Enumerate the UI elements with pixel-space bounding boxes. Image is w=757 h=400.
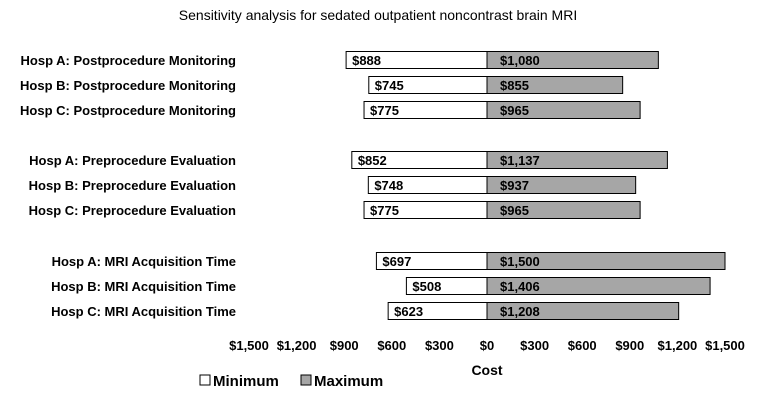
x-axis-label: Cost	[471, 362, 502, 378]
category-label: Hosp C: MRI Acquisition Time	[51, 304, 236, 319]
bar-maximum	[486, 76, 624, 94]
x-tick-label: $1,200	[277, 338, 317, 353]
category-label: Hosp A: Postprocedure Monitoring	[21, 53, 237, 68]
data-label-maximum: $1,080	[500, 53, 540, 68]
legend-swatch-maximum	[300, 374, 312, 386]
data-label-maximum: $855	[500, 78, 529, 93]
data-label-minimum: $888	[352, 53, 381, 68]
x-tick-label: $0	[480, 338, 494, 353]
x-tick-label: $900	[330, 338, 359, 353]
legend-label-minimum: Minimum	[213, 373, 279, 390]
data-label-maximum: $1,406	[500, 279, 540, 294]
x-tick-label: $300	[520, 338, 549, 353]
legend-swatch-minimum	[199, 374, 211, 386]
data-label-minimum: $852	[358, 153, 387, 168]
category-labels: Hosp A: Postprocedure Monitoring Hosp B: …	[20, 53, 236, 319]
data-labels: $888 $1,080 $745 $855 $775 $965 $852 $1,137 $748…	[352, 53, 540, 319]
bar-maximum	[486, 101, 641, 119]
category-label: Hosp B: MRI Acquisition Time	[51, 279, 236, 294]
data-label-maximum: $1,500	[500, 254, 540, 269]
data-label-maximum: $965	[500, 103, 529, 118]
data-label-maximum: $1,208	[500, 304, 540, 319]
x-tick-label: $600	[568, 338, 597, 353]
category-label: Hosp C: Postprocedure Monitoring	[20, 103, 236, 118]
x-tick-label: $600	[377, 338, 406, 353]
data-label-minimum: $745	[375, 78, 404, 93]
bar-maximum	[486, 151, 668, 169]
data-label-minimum: $623	[394, 304, 423, 319]
bar-maximum	[486, 176, 637, 194]
legend: Minimum Maximum	[199, 373, 383, 390]
data-label-minimum: $508	[412, 279, 441, 294]
bar-maximum	[486, 201, 641, 219]
bar-maximum	[486, 252, 726, 270]
x-tick-label: $300	[425, 338, 454, 353]
x-tick-label: $1,500	[705, 338, 745, 353]
category-label: Hosp C: Preprocedure Evaluation	[29, 203, 236, 218]
category-label: Hosp B: Preprocedure Evaluation	[29, 178, 236, 193]
data-label-minimum: $775	[370, 203, 399, 218]
data-label-minimum: $748	[374, 178, 403, 193]
category-label: Hosp A: MRI Acquisition Time	[52, 254, 236, 269]
x-tick-label: $900	[615, 338, 644, 353]
x-tick-label: $1,500	[229, 338, 269, 353]
data-label-maximum: $1,137	[500, 153, 540, 168]
data-label-maximum: $965	[500, 203, 529, 218]
legend-label-maximum: Maximum	[314, 373, 383, 390]
x-axis-ticks: $1,500 $1,200 $900 $600 $300 $0 $300 $600 $900 $1…	[229, 338, 745, 353]
category-label: Hosp B: Postprocedure Monitoring	[20, 78, 236, 93]
data-label-maximum: $937	[500, 178, 529, 193]
bar-maximum	[486, 277, 711, 295]
data-label-minimum: $775	[370, 103, 399, 118]
category-label: Hosp A: Preprocedure Evaluation	[29, 153, 236, 168]
x-tick-label: $1,200	[658, 338, 698, 353]
bars	[345, 51, 726, 320]
data-label-minimum: $697	[382, 254, 411, 269]
bar-maximum	[486, 302, 680, 320]
chart-title: Sensitivity analysis for sedated outpati…	[179, 7, 577, 23]
bar-maximum	[486, 51, 659, 69]
